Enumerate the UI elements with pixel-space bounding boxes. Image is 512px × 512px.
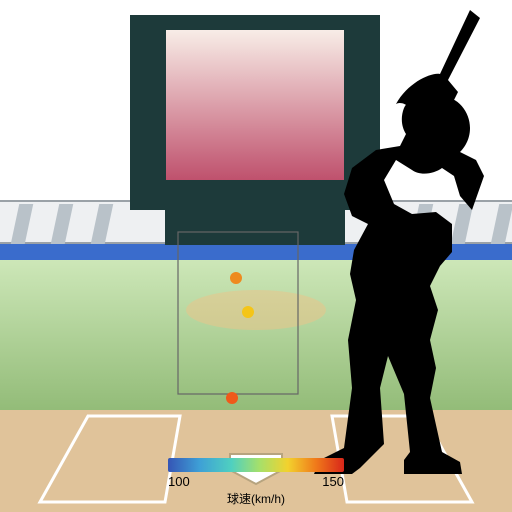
legend-tick: 150 (322, 474, 344, 489)
legend-tick: 100 (168, 474, 190, 489)
legend-label: 球速(km/h) (168, 490, 344, 507)
speed-legend: 100 150球速(km/h) (168, 458, 344, 507)
legend-ticks: 100 150 (168, 474, 344, 489)
legend-gradient (168, 458, 344, 472)
